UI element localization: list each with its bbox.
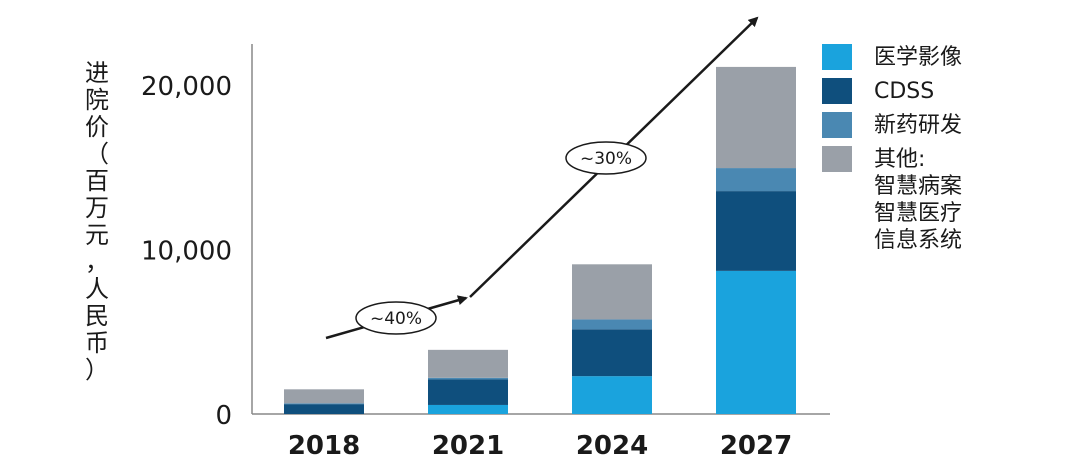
- legend-swatch: [822, 146, 852, 172]
- growth-annotation-oval: [355, 301, 437, 335]
- y-tick-label: 20,000: [141, 72, 232, 102]
- legend-item: 医学影像: [822, 44, 962, 71]
- y-axis-label: 进院价（百万元，人民币）: [82, 60, 112, 384]
- y-axis-label-char: 价: [85, 113, 109, 141]
- legend-item: CDSS: [822, 78, 962, 105]
- legend-label: CDSS: [874, 79, 935, 104]
- y-axis-label-char: 万: [85, 194, 109, 222]
- growth-annotation-label: ~30%: [580, 149, 632, 169]
- bar-segment: [428, 377, 508, 380]
- y-axis-label-char: 百: [85, 167, 109, 195]
- bar-segment: [284, 404, 364, 414]
- y-axis-label-char: 人: [85, 275, 109, 303]
- growth-annotation-label: ~40%: [370, 309, 422, 329]
- y-axis-label-char: ）: [85, 356, 109, 384]
- y-axis-label-char: 院: [85, 86, 109, 114]
- bar-segment: [572, 329, 652, 377]
- legend-swatch: [822, 44, 852, 70]
- bar-segment: [572, 264, 652, 320]
- bar-segment: [572, 319, 652, 330]
- bar-segment: [716, 191, 796, 271]
- bar-segment: [572, 376, 652, 414]
- x-tick-label: 2021: [432, 431, 504, 461]
- bar-segment: [428, 349, 508, 378]
- bar-segment: [428, 379, 508, 405]
- legend-swatch: [822, 78, 852, 104]
- legend-label: 新药研发: [874, 113, 963, 138]
- x-tick-label: 2024: [576, 431, 648, 461]
- y-axis-label-char: （: [85, 140, 109, 168]
- bar-segment: [284, 389, 364, 404]
- legend-sub-label: 智慧病案: [874, 174, 963, 199]
- legend: 医学影像 CDSS 新药研发其他: 智慧病案 智慧医疗 信息系统: [822, 44, 962, 261]
- bar-segment: [716, 168, 796, 192]
- bar-segment: [428, 404, 508, 414]
- legend-label: 医学影像: [874, 45, 963, 70]
- y-axis-label-char: 民: [85, 302, 109, 330]
- x-tick-label: 2027: [720, 431, 792, 461]
- bar-segment: [716, 270, 796, 414]
- y-axis-label-char: 进: [85, 59, 109, 87]
- legend-item: 新药研发: [822, 112, 962, 139]
- growth-annotation-oval: [565, 141, 647, 175]
- legend-sub-label: 信息系统: [874, 228, 963, 253]
- bar-segment: [284, 403, 364, 405]
- y-tick-label: 0: [215, 401, 232, 431]
- legend-label: 其他: 智慧病案 智慧医疗 信息系统: [874, 147, 963, 253]
- x-tick-label: 2018: [288, 431, 360, 461]
- bar-segment: [716, 66, 796, 169]
- legend-sub-label: 智慧医疗: [874, 201, 963, 226]
- legend-swatch: [822, 112, 852, 138]
- y-axis-label-char: 币: [85, 329, 109, 357]
- y-axis-label-char: ，: [85, 248, 109, 276]
- y-tick-label: 10,000: [141, 237, 232, 267]
- y-axis-label-char: 元: [85, 221, 109, 249]
- legend-item: 其他: 智慧病案 智慧医疗 信息系统: [822, 146, 962, 254]
